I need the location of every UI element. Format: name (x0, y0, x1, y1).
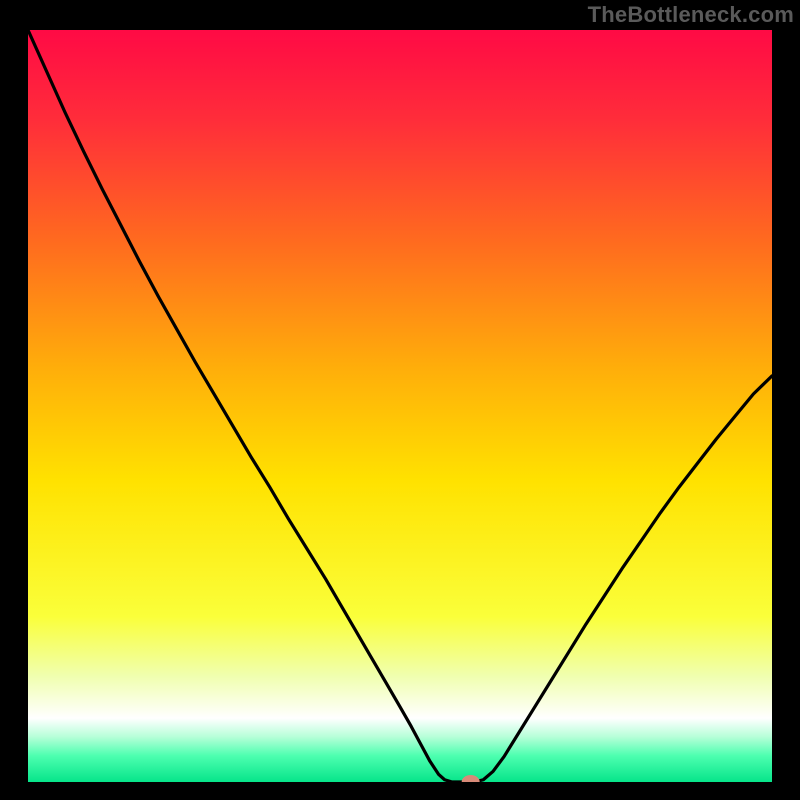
chart-frame: TheBottleneck.com (0, 0, 800, 800)
watermark-text: TheBottleneck.com (588, 2, 794, 28)
plot-area (28, 30, 772, 782)
chart-svg (28, 30, 772, 782)
gradient-background (28, 30, 772, 782)
